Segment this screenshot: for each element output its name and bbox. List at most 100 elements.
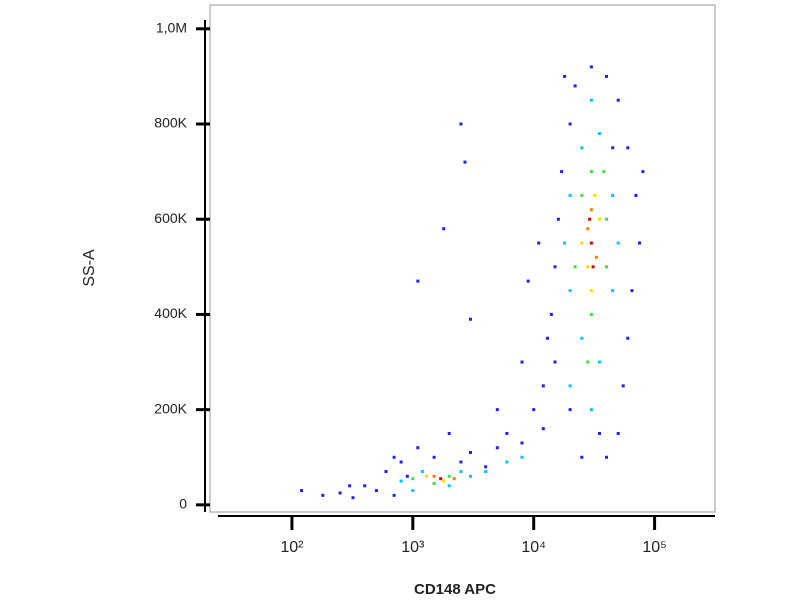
point xyxy=(392,493,396,497)
point xyxy=(442,479,446,483)
point xyxy=(588,217,592,221)
point xyxy=(541,384,545,388)
point xyxy=(602,170,606,174)
point xyxy=(545,336,549,340)
point xyxy=(597,431,601,435)
point xyxy=(580,336,584,340)
point xyxy=(560,170,564,174)
point xyxy=(616,98,620,102)
point xyxy=(447,474,451,478)
point xyxy=(568,193,572,197)
point xyxy=(568,384,572,388)
plot-frame xyxy=(209,4,716,513)
point xyxy=(374,489,378,493)
point xyxy=(399,479,403,483)
point xyxy=(589,65,593,69)
point xyxy=(416,279,420,283)
y-tick-label: 400K xyxy=(154,305,187,321)
y-tick-label: 1,0M xyxy=(156,20,187,36)
point xyxy=(597,360,601,364)
y-tick-label: 600K xyxy=(154,210,187,226)
point xyxy=(520,455,524,459)
point xyxy=(611,193,615,197)
point xyxy=(416,446,420,450)
point xyxy=(604,265,608,269)
point xyxy=(604,217,608,221)
point xyxy=(505,460,509,464)
point xyxy=(439,477,443,481)
point xyxy=(411,489,415,493)
point xyxy=(580,455,584,459)
point xyxy=(484,470,488,474)
point xyxy=(604,74,608,78)
point xyxy=(593,193,597,197)
point xyxy=(634,193,638,197)
point xyxy=(447,431,451,435)
point xyxy=(589,408,593,412)
point xyxy=(459,470,463,474)
point xyxy=(468,474,472,478)
point xyxy=(399,460,403,464)
point xyxy=(463,160,467,164)
point xyxy=(589,312,593,316)
point xyxy=(553,360,557,364)
point xyxy=(537,241,541,245)
point xyxy=(452,477,456,481)
point xyxy=(589,241,593,245)
point xyxy=(384,470,388,474)
point xyxy=(573,265,577,269)
point xyxy=(442,227,446,231)
point xyxy=(586,265,590,269)
point xyxy=(616,431,620,435)
point xyxy=(425,474,429,478)
point xyxy=(351,496,355,500)
point xyxy=(568,122,572,126)
point xyxy=(348,484,352,488)
point xyxy=(520,441,524,445)
point xyxy=(563,241,567,245)
point xyxy=(520,360,524,364)
point xyxy=(580,146,584,150)
point xyxy=(637,241,641,245)
point xyxy=(432,455,436,459)
point xyxy=(591,265,595,269)
point xyxy=(568,408,572,412)
point xyxy=(611,289,615,293)
x-axis-label: CD148 APC xyxy=(414,581,496,598)
point xyxy=(468,317,472,321)
point xyxy=(630,289,634,293)
point xyxy=(556,217,560,221)
point xyxy=(363,484,367,488)
point xyxy=(563,74,567,78)
point xyxy=(597,132,601,136)
point xyxy=(532,408,536,412)
point xyxy=(459,460,463,464)
point xyxy=(611,146,615,150)
point xyxy=(553,265,557,269)
point xyxy=(338,491,342,495)
y-tick-label: 200K xyxy=(154,400,187,416)
point xyxy=(589,289,593,293)
point xyxy=(495,446,499,450)
x-tick-label: 10² xyxy=(280,539,304,556)
point xyxy=(641,170,645,174)
point xyxy=(447,484,451,488)
point xyxy=(484,465,488,469)
y-tick-label: 800K xyxy=(154,115,187,131)
point xyxy=(580,193,584,197)
point xyxy=(568,289,572,293)
point xyxy=(420,470,424,474)
point xyxy=(597,217,601,221)
point xyxy=(495,408,499,412)
x-tick-label: 10⁵ xyxy=(642,539,666,556)
point xyxy=(626,146,630,150)
point xyxy=(432,481,436,485)
point xyxy=(586,227,590,231)
point xyxy=(432,474,436,478)
point xyxy=(604,455,608,459)
point xyxy=(549,312,553,316)
point xyxy=(621,384,625,388)
point xyxy=(526,279,530,283)
y-axis-label: SS-A xyxy=(81,249,98,287)
point xyxy=(573,84,577,88)
